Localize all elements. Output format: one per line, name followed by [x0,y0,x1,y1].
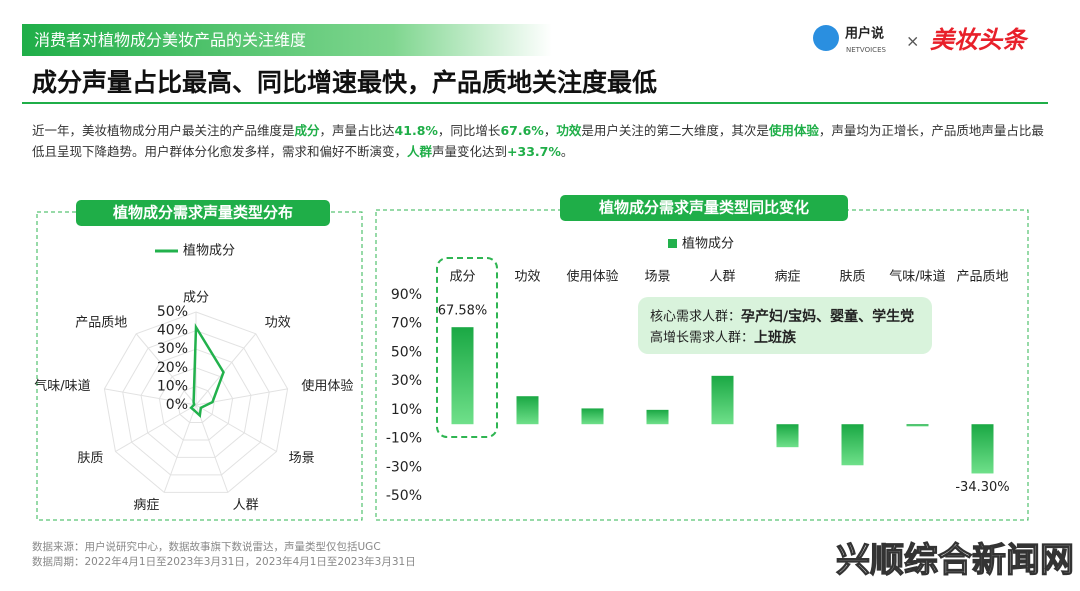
spoke [163,404,197,493]
watermark: 兴顺综合新闻网 [836,541,1074,581]
y-tick-label: 10% [391,402,422,418]
bar [711,375,734,425]
tick-label: 20% [157,360,188,376]
x-tick-label: 成分 [449,270,475,285]
spoke [195,333,257,406]
tick-label: 10% [157,378,188,394]
x-tick-label: 人群 [709,270,735,285]
cross: × [906,32,919,51]
footnote: 数据来源：用户说研究中心，数据故事旗下数说雷达，声量类型仅包括UGC [32,540,381,553]
body-text: 声量变化达到 [432,144,508,159]
title-pill [76,200,330,226]
x-tick-label: 肤质 [839,270,865,285]
y-tick-label: -50% [386,488,422,504]
footnote: 数据周期：2022年4月1日至2023年3月31日，2023年4月1日至2023… [32,555,416,568]
grid-ring [140,348,252,458]
x-tick-label: 产品质地 [956,270,1008,285]
body-text: ，声量均为正增长，产品质地声量占比最低且呈现下降趋势。用户群体分化愈发多样，需求… [32,123,1044,159]
body-text: 。 [560,144,574,159]
bar [581,408,604,425]
value-label: -34.30% [955,480,1009,495]
bar [451,327,474,425]
legend-swatch [668,239,677,248]
chart-title: 植物成分需求声量类型同比变化 [599,199,809,217]
highlight-text: 使用体验 [768,123,819,138]
right-panel [375,209,1029,521]
section-bar [22,24,552,56]
annotation-label: 高增长需求人群： [650,330,754,346]
radar-line [189,323,225,419]
logo-icon [813,25,839,51]
grid-ring [177,385,215,423]
category-label: 场景 [289,451,315,466]
highlight-text: 人群 [407,144,433,159]
grid-ring [158,367,234,441]
y-tick-label: 30% [391,373,422,389]
spoke [195,404,277,452]
category-label: 病症 [133,498,159,513]
y-tick-label: -10% [386,431,422,447]
body-text: ，同比增长 [437,123,501,138]
headline: 成分声量占比最高、同比增速最快，产品质地关注度最低 [32,68,657,97]
highlight-box [436,257,498,438]
tick-label: 40% [157,323,188,339]
spoke [135,333,197,406]
grid-ring [103,311,289,493]
partner: 美妆头条 [930,26,1029,54]
tick-label: 0% [166,397,188,413]
highlight-text: 41.8% [394,123,438,138]
annotation-text: 上班族 [754,329,797,346]
x-tick-label: 气味/味道 [889,269,945,285]
y-tick-label: 90% [391,287,422,303]
annotation-text: 孕产妇/宝妈、婴童、学生党 [741,308,914,325]
bar [971,424,994,474]
category-label: 气味/味道 [34,378,90,394]
highlight-text: 成分 [294,123,320,138]
x-tick-label: 场景 [644,270,670,285]
body-text: ， [543,123,557,138]
legend-label: 植物成分 [682,237,734,252]
legend-label: 植物成分 [183,244,235,259]
body-text: ，声量占比达 [319,123,395,138]
category-label: 成分 [183,291,209,306]
y-tick-label: 70% [391,316,422,332]
bar [776,424,799,448]
annotation-box [638,297,932,354]
bar [841,424,864,466]
category-label: 人群 [233,498,259,513]
x-tick-label: 功效 [514,270,540,285]
highlight-text: +33.7% [507,144,561,159]
logo: 用户说 [844,26,884,42]
y-tick-label: -30% [386,459,422,475]
x-tick-label: 使用体验 [566,269,618,285]
spoke [104,388,197,406]
chart-title: 植物成分需求声量类型分布 [113,204,293,222]
bar [646,409,669,425]
grid-ring [122,330,270,476]
spoke [195,404,229,493]
x-tick-label: 病症 [774,270,800,285]
title-pill [560,195,848,221]
highlight-text: 67.6% [500,123,544,138]
category-label: 功效 [265,316,291,331]
body-text: 近一年，美妆植物成分用户最关注的产品维度是 [32,123,295,138]
annotation-label: 核心需求人群： [650,310,741,325]
value-label: 67.58% [438,304,488,319]
tick-label: 30% [157,341,188,357]
spoke [115,404,197,452]
logo-sub: NETVOICES [846,46,886,54]
bar [906,424,929,427]
y-tick-label: 50% [391,344,422,360]
section-title: 消费者对植物成分美妆产品的关注维度 [34,31,306,50]
body-text: 是用户关注的第二大维度，其次是 [581,123,769,138]
paragraph: 近一年，美妆植物成分用户最关注的产品维度是成分，声量占比达41.8%，同比增长6… [32,120,1052,162]
category-label: 产品质地 [75,316,127,331]
category-label: 肤质 [77,451,103,466]
category-label: 使用体验 [301,378,353,394]
highlight-text: 功效 [556,123,582,138]
tick-label: 50% [157,304,188,320]
bar [516,396,539,425]
